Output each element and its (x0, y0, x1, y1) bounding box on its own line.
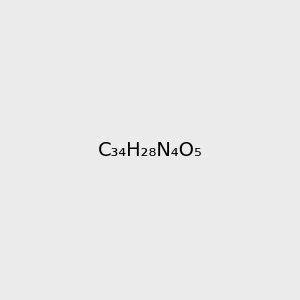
Text: C₃₄H₂₈N₄O₅: C₃₄H₂₈N₄O₅ (98, 140, 202, 160)
